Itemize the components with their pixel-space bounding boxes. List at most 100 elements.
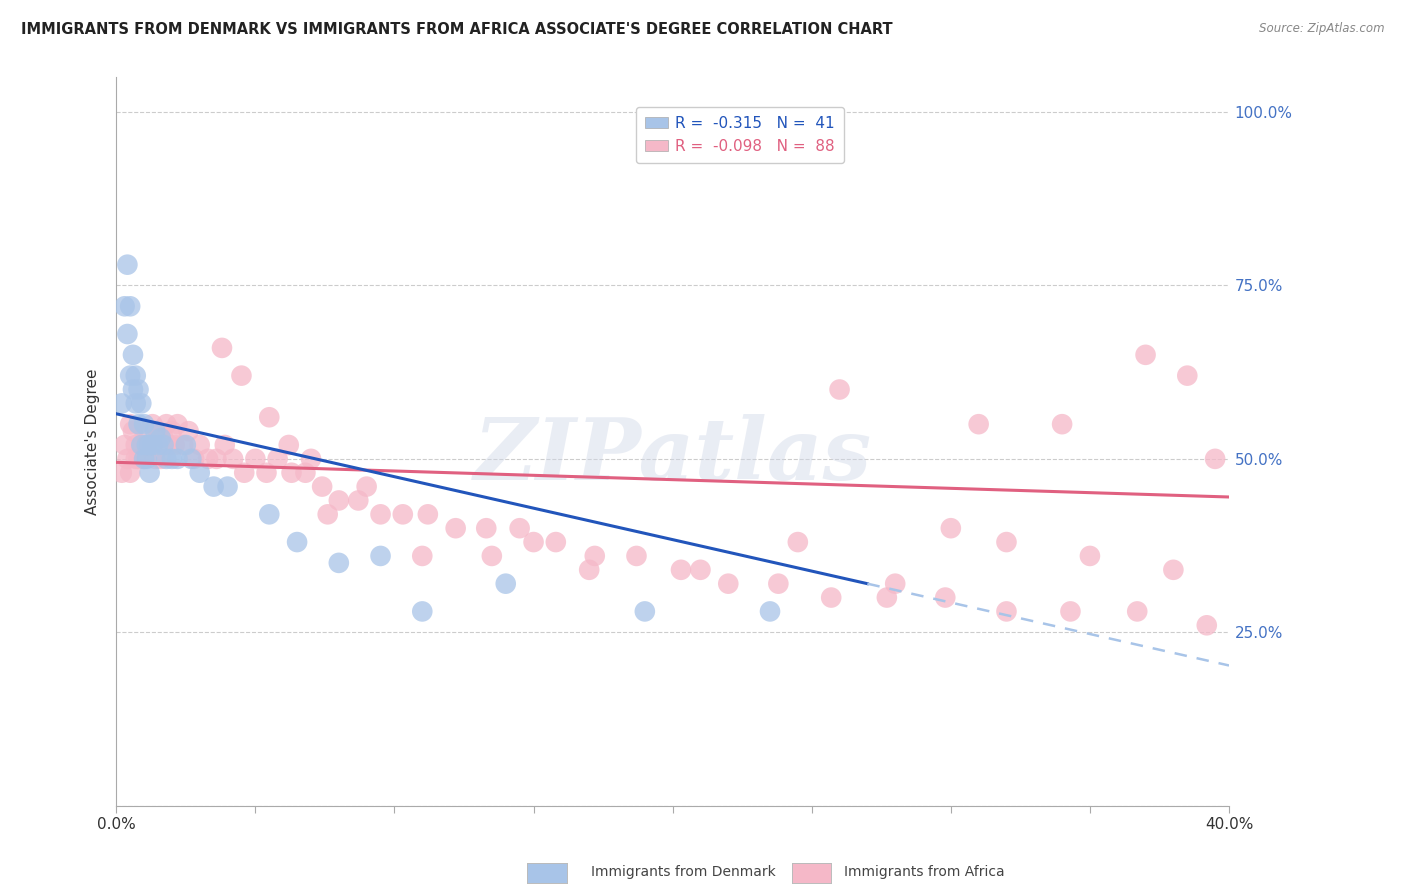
Point xyxy=(828,383,851,397)
Point xyxy=(1050,417,1073,432)
Text: Source: ZipAtlas.com: Source: ZipAtlas.com xyxy=(1260,22,1385,36)
Point xyxy=(509,521,531,535)
Point xyxy=(163,438,186,452)
Point xyxy=(117,326,139,341)
Y-axis label: Associate's Degree: Associate's Degree xyxy=(86,368,100,515)
Point xyxy=(495,576,517,591)
Point xyxy=(132,451,155,466)
Point xyxy=(132,451,155,466)
Point xyxy=(166,417,188,432)
Point xyxy=(135,438,157,452)
Point xyxy=(132,417,155,432)
Point xyxy=(155,417,177,432)
Point xyxy=(481,549,503,563)
Point xyxy=(876,591,898,605)
Point xyxy=(125,396,148,410)
Point xyxy=(146,424,169,438)
Point xyxy=(149,451,172,466)
Point xyxy=(1175,368,1198,383)
Point xyxy=(160,424,183,438)
Point xyxy=(125,451,148,466)
Point xyxy=(995,604,1018,618)
Point xyxy=(259,410,281,425)
Point xyxy=(117,451,139,466)
Point xyxy=(131,438,153,452)
Point xyxy=(120,466,142,480)
Point xyxy=(995,535,1018,549)
Point xyxy=(416,508,439,522)
Point xyxy=(1204,451,1226,466)
Point xyxy=(1126,604,1149,618)
Point xyxy=(669,563,692,577)
Point xyxy=(122,348,145,362)
Point xyxy=(233,466,256,480)
Point xyxy=(347,493,370,508)
Point xyxy=(114,438,136,452)
Point xyxy=(152,438,174,452)
Point xyxy=(214,438,236,452)
Point xyxy=(188,466,211,480)
Point xyxy=(626,549,648,563)
Point xyxy=(180,451,202,466)
Text: Immigrants from Denmark: Immigrants from Denmark xyxy=(591,865,775,880)
Point xyxy=(202,480,225,494)
Text: Immigrants from Africa: Immigrants from Africa xyxy=(844,865,1004,880)
Point xyxy=(544,535,567,549)
Point xyxy=(820,591,842,605)
Point xyxy=(266,451,288,466)
Point xyxy=(131,438,153,452)
Point xyxy=(160,451,183,466)
Point xyxy=(934,591,956,605)
Point xyxy=(128,383,150,397)
Point xyxy=(411,604,433,618)
Point xyxy=(217,480,239,494)
Point xyxy=(370,549,392,563)
Point xyxy=(280,466,302,480)
Point xyxy=(141,417,163,432)
Point xyxy=(152,431,174,445)
Point xyxy=(311,480,333,494)
Point xyxy=(245,451,267,466)
Point xyxy=(277,438,299,452)
Point xyxy=(125,438,148,452)
Point xyxy=(967,417,990,432)
Legend: R =  -0.315   N =  41, R =  -0.098   N =  88: R = -0.315 N = 41, R = -0.098 N = 88 xyxy=(636,107,844,163)
Point xyxy=(370,508,392,522)
Text: IMMIGRANTS FROM DENMARK VS IMMIGRANTS FROM AFRICA ASSOCIATE'S DEGREE CORRELATION: IMMIGRANTS FROM DENMARK VS IMMIGRANTS FR… xyxy=(21,22,893,37)
Point xyxy=(634,604,657,618)
Point xyxy=(294,466,316,480)
Point xyxy=(1135,348,1157,362)
Point xyxy=(128,417,150,432)
Point xyxy=(231,368,253,383)
Point xyxy=(111,396,134,410)
Point xyxy=(122,383,145,397)
Point xyxy=(391,508,413,522)
Point xyxy=(356,480,378,494)
Point xyxy=(259,508,281,522)
Point xyxy=(884,576,907,591)
Point xyxy=(166,451,188,466)
Point xyxy=(143,451,166,466)
Point xyxy=(205,451,228,466)
Point xyxy=(188,438,211,452)
Point xyxy=(135,438,157,452)
Point xyxy=(125,368,148,383)
Point xyxy=(475,521,498,535)
Point xyxy=(120,417,142,432)
Point xyxy=(316,508,339,522)
Point xyxy=(183,451,205,466)
Point xyxy=(114,299,136,313)
Point xyxy=(149,431,172,445)
Point xyxy=(135,451,157,466)
Point xyxy=(522,535,544,549)
Point xyxy=(174,438,197,452)
Point xyxy=(583,549,606,563)
Point xyxy=(1059,604,1081,618)
Point xyxy=(138,438,160,452)
Point xyxy=(256,466,278,480)
Point xyxy=(578,563,600,577)
Text: ZIPatlas: ZIPatlas xyxy=(474,414,872,498)
Point xyxy=(138,466,160,480)
Point xyxy=(759,604,782,618)
Point xyxy=(122,424,145,438)
